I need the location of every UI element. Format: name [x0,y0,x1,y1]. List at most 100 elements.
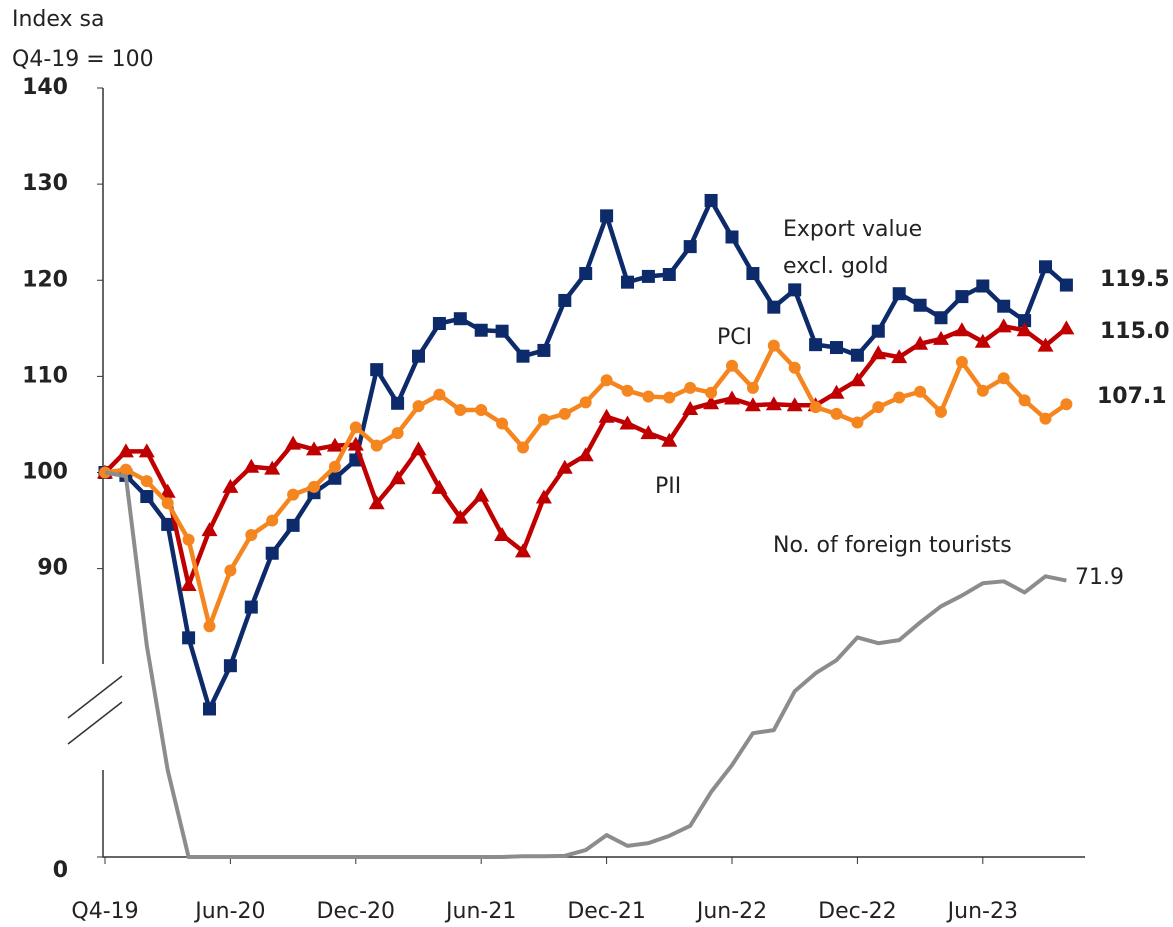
marker [161,517,175,531]
marker [746,381,759,394]
x-tick-label: Dec-20 [317,899,396,924]
marker [851,416,864,429]
marker [285,435,302,450]
marker [370,439,383,452]
marker [786,397,803,412]
marker [1016,322,1033,337]
marker [661,432,678,447]
series-line [104,470,1067,859]
marker [265,546,279,560]
y-tick-label: 90 [37,556,68,581]
series-label: PCI [717,325,752,350]
marker [182,631,196,645]
end-label: 119.5 [1100,267,1170,292]
marker [765,396,782,411]
marker [473,487,490,502]
marker [370,363,384,377]
marker [704,193,718,207]
marker [1018,394,1031,407]
marker [872,401,885,414]
marker [474,323,488,337]
marker [1037,337,1054,352]
x-tick-label: Q4-19 [71,899,138,924]
marker [705,386,718,399]
marker [724,390,740,405]
x-tick-label: Dec-22 [818,899,897,924]
marker [767,339,780,352]
marker [1018,314,1032,328]
marker [286,518,300,532]
series-label: No. of foreign tourists [773,533,1012,558]
marker [830,407,843,420]
marker [245,528,258,541]
marker [516,349,530,363]
marker [558,293,572,307]
marker [412,400,425,413]
marker [640,425,657,440]
marker [621,275,634,289]
marker [494,526,511,541]
marker [517,441,529,454]
marker [933,330,949,345]
marker [976,279,990,293]
marker [222,478,239,493]
marker [662,267,676,281]
y-tick-label: 130 [22,171,68,196]
end-label: 107.1 [1097,384,1167,409]
x-tick-label: Dec-21 [567,899,646,924]
marker [788,283,802,297]
marker [496,417,509,430]
marker [347,436,364,451]
marker [1039,260,1052,274]
marker [515,543,531,558]
marker [891,349,908,364]
marker [453,312,467,326]
marker [809,338,823,352]
marker [556,459,573,474]
axis-break [67,675,123,745]
marker [579,267,593,281]
marker [598,408,615,423]
x-tick-label: Jun-22 [695,899,767,924]
marker [306,441,322,456]
marker [368,495,385,510]
marker [955,355,968,368]
series-label: Export value [783,217,922,242]
marker [495,324,509,338]
marker [224,564,237,577]
marker [849,372,866,387]
marker [223,659,237,673]
marker [1058,320,1075,335]
marker [850,348,864,362]
marker [266,514,279,527]
marker [663,391,676,404]
marker [913,298,927,312]
end-label: 115.0 [1100,319,1170,344]
marker [788,361,801,374]
marker [809,401,822,414]
end-label: 71.9 [1075,565,1124,590]
marker [410,441,427,456]
marker [642,390,655,403]
marker [535,489,552,504]
marker [140,475,153,488]
marker [326,437,343,452]
y-tick-label: 110 [22,363,68,388]
marker [349,421,362,434]
marker [308,480,320,493]
marker [432,317,446,331]
marker [746,267,760,281]
marker [577,447,594,462]
series-label: PII [655,474,681,499]
marker [412,349,425,363]
marker [682,401,699,416]
marker [119,463,132,476]
marker [558,407,571,420]
marker [454,404,467,417]
marker [744,397,761,412]
marker [452,509,469,524]
marker [725,230,739,244]
marker [328,460,341,473]
marker [912,335,929,350]
marker [997,299,1011,313]
